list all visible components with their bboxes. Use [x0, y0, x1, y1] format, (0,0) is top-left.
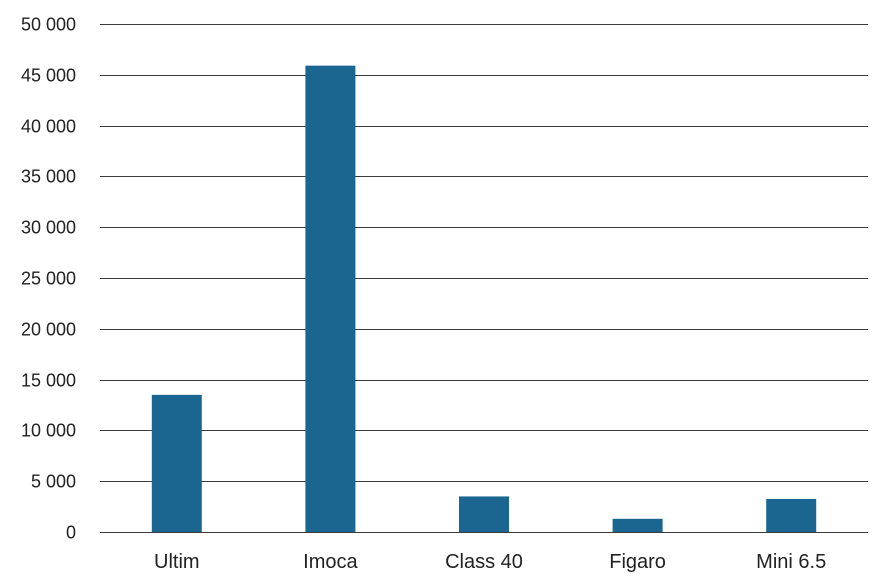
- x-category-label: Class 40: [445, 551, 523, 573]
- x-category-label: Imoca: [303, 551, 358, 573]
- y-tick-label: 15 000: [21, 371, 76, 391]
- y-tick-label: 10 000: [21, 421, 76, 441]
- y-tick-label: 5 000: [31, 472, 76, 492]
- y-tick-label: 25 000: [21, 269, 76, 289]
- y-tick-label: 50 000: [21, 15, 76, 35]
- y-tick-label: 45 000: [21, 66, 76, 86]
- x-category-label: Mini 6.5: [756, 551, 826, 573]
- y-tick-label: 20 000: [21, 320, 76, 340]
- bar-class-40: [459, 496, 509, 532]
- y-axis-tick-labels: 0 5 000 10 000 15 000 20 000 25 000 30 000 35 0…: [21, 15, 76, 543]
- y-tick-label: 40 000: [21, 117, 76, 137]
- y-tick-label: 0: [66, 523, 76, 543]
- bar-imoca: [305, 65, 356, 532]
- bar-ultim: [151, 394, 202, 532]
- x-category-label: Figaro: [609, 551, 666, 573]
- x-category-label: Ultim: [154, 551, 200, 573]
- bars: [151, 65, 817, 532]
- y-tick-label: 35 000: [21, 167, 76, 187]
- gridlines: [100, 24, 868, 533]
- y-tick-label: 30 000: [21, 218, 76, 238]
- x-axis-category-labels: Ultim Imoca Class 40 Figaro Mini 6.5: [154, 551, 826, 573]
- bar-mini-6-5: [766, 498, 817, 532]
- bar-figaro: [612, 518, 663, 532]
